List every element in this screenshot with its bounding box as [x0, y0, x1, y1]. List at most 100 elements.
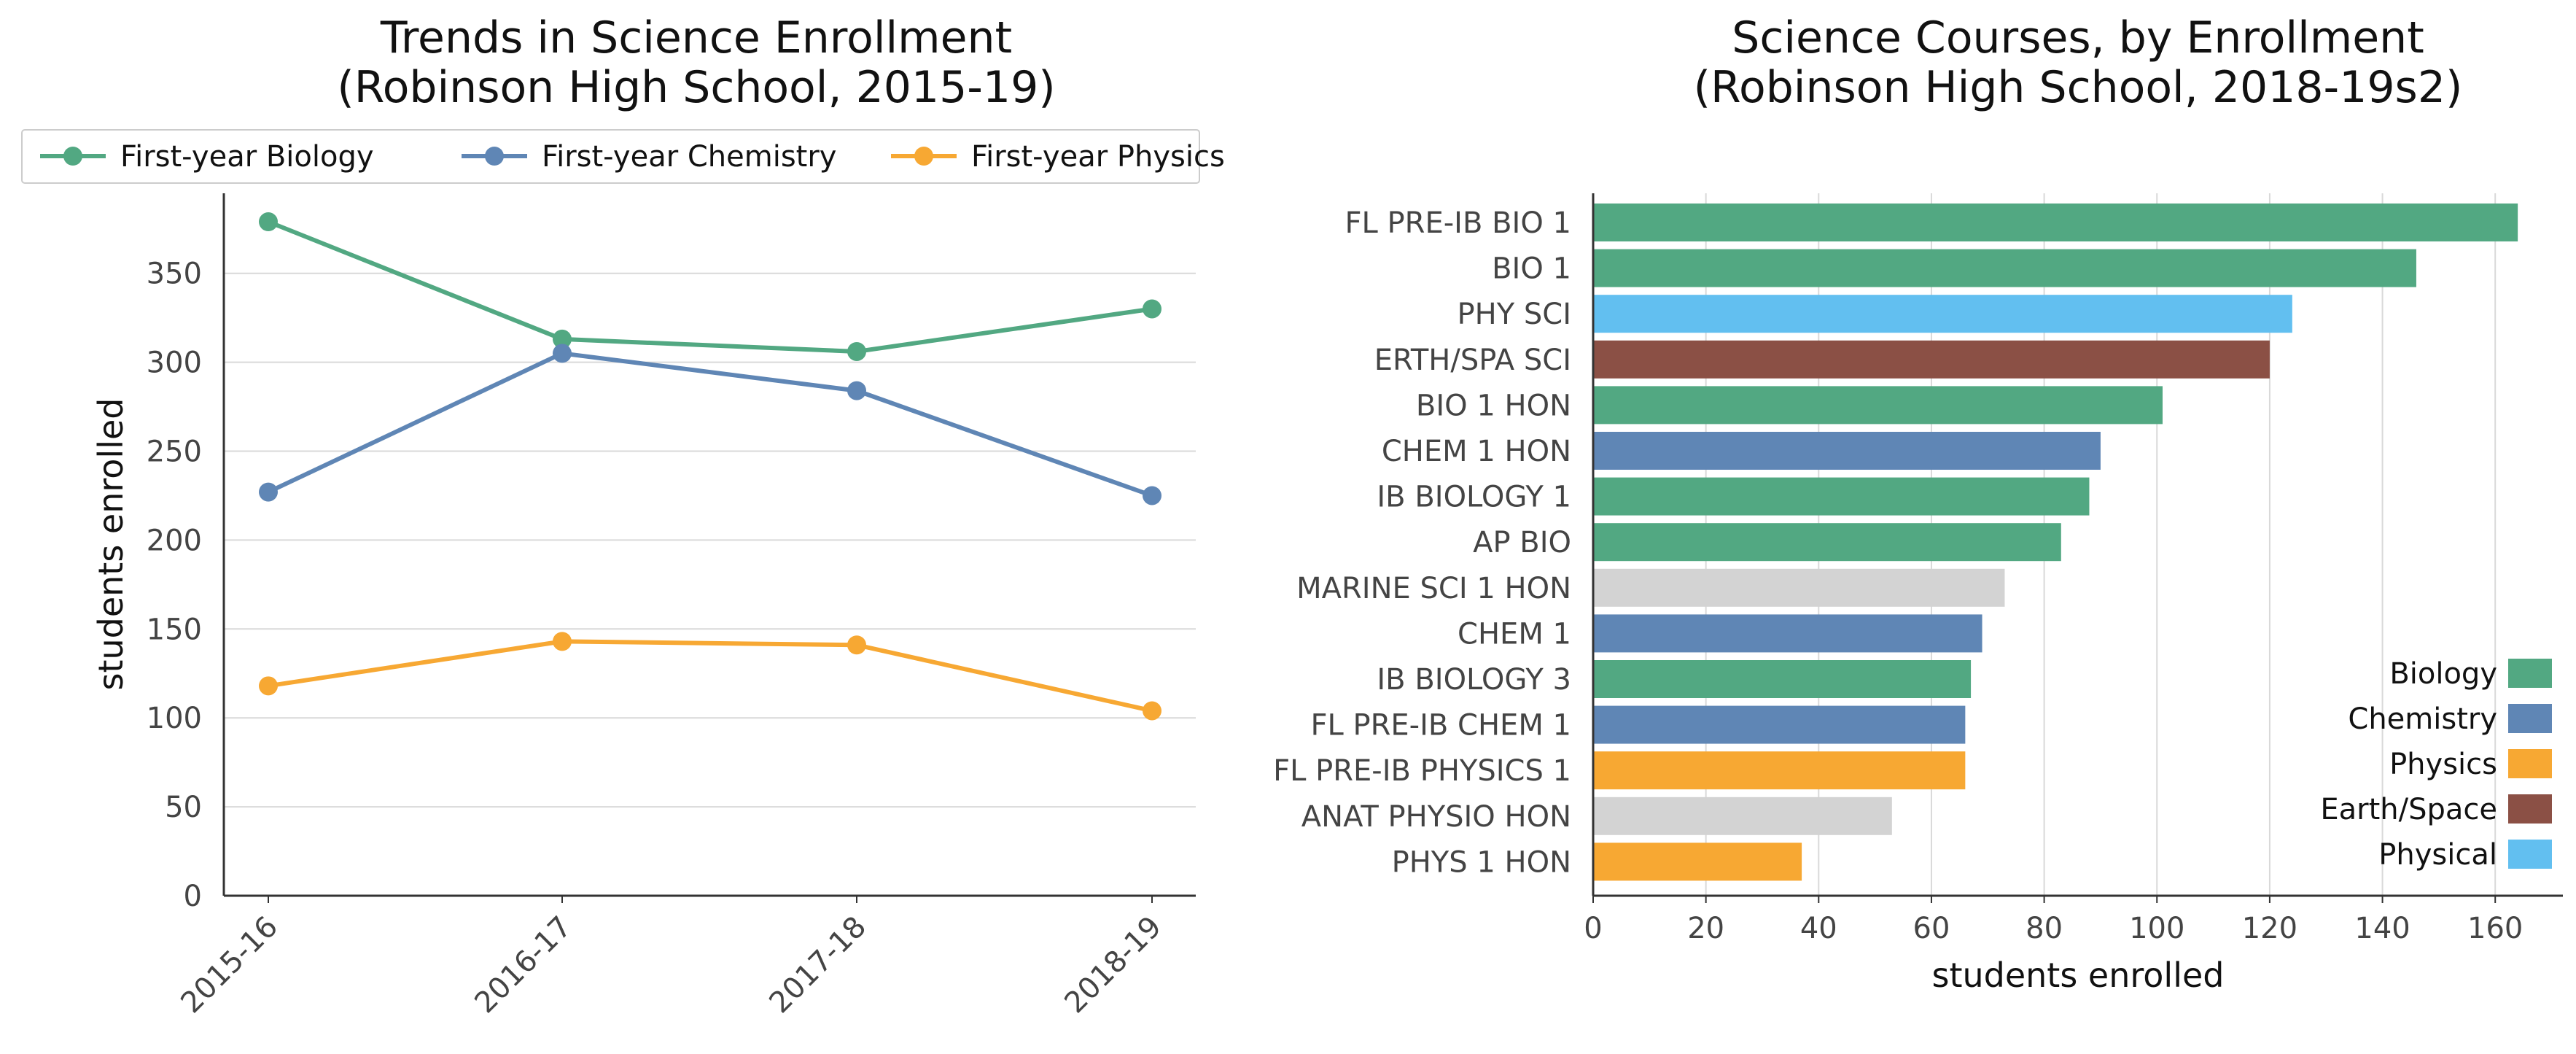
- bar: [1593, 751, 1966, 790]
- x-tick-label: 0: [1584, 912, 1602, 945]
- line-chart-gridlines: [224, 272, 1196, 808]
- y-tick-label: 50: [165, 791, 202, 824]
- line-chart-legend: First-year Biology First-year Chemistry Fi…: [21, 129, 1225, 184]
- y-tick-label: 350: [147, 257, 202, 291]
- legend-label: Biology: [2389, 657, 2497, 691]
- category-label: CHEM 1: [1458, 617, 1571, 651]
- y-tick-label: 250: [147, 435, 202, 469]
- x-tick-label: 2017-18: [763, 910, 873, 1020]
- category-label: ERTH/SPA SCI: [1374, 344, 1571, 377]
- data-point: [259, 212, 278, 232]
- x-tick-label: 20: [1687, 912, 1724, 945]
- bar: [1593, 386, 2163, 425]
- category-label: AP BIO: [1473, 526, 1571, 559]
- line-chart-y-ticks: 0 50 100 150 200 250 300 350: [147, 257, 202, 913]
- category-label: PHY SCI: [1458, 298, 1571, 331]
- bar: [1593, 842, 1802, 881]
- data-point: [259, 676, 278, 696]
- bar-chart-title-line-1: Science Courses, by Enrollment: [1732, 12, 2424, 63]
- bar: [1593, 295, 2292, 333]
- data-point: [259, 482, 278, 502]
- legend-marker: [914, 147, 933, 166]
- x-tick-label: 160: [2467, 912, 2523, 945]
- category-label: FL PRE-IB CHEM 1: [1310, 709, 1571, 743]
- bar: [1593, 249, 2416, 287]
- legend-label: First-year Biology: [120, 140, 374, 174]
- bar: [1593, 705, 1966, 744]
- category-label: BIO 1 HON: [1416, 389, 1571, 422]
- bar: [1593, 204, 2518, 241]
- series-first-year-chemistry: [259, 344, 1161, 505]
- category-label: MARINE SCI 1 HON: [1296, 572, 1571, 605]
- line-chart-y-axis-label: students enrolled: [91, 398, 131, 691]
- legend-swatch: [2508, 840, 2552, 869]
- series-line: [267, 351, 1153, 498]
- x-tick-label: 140: [2354, 912, 2410, 945]
- legend-label: First-year Chemistry: [542, 140, 836, 174]
- category-label: ANAT PHYSIO HON: [1301, 800, 1571, 834]
- legend-label: Earth/Space: [2320, 793, 2497, 826]
- bar: [1593, 340, 2270, 379]
- x-tick-label: 100: [2129, 912, 2184, 945]
- category-label: IB BIOLOGY 1: [1377, 481, 1571, 514]
- category-label: PHYS 1 HON: [1392, 845, 1571, 879]
- data-point: [1143, 486, 1161, 505]
- legend-swatch: [2508, 659, 2552, 688]
- y-tick-label: 0: [184, 880, 202, 913]
- bar: [1593, 477, 2090, 516]
- series-line: [268, 639, 1153, 713]
- line-chart: Trends in Science Enrollment (Robinson H…: [21, 12, 1225, 1020]
- legend-swatch: [2508, 704, 2552, 733]
- data-point: [553, 329, 572, 349]
- legend-label: First-year Physics: [971, 140, 1225, 174]
- series-first-year-physics: [259, 632, 1161, 721]
- legend-label: Physics: [2389, 748, 2497, 781]
- category-label: FL PRE-IB BIO 1: [1345, 206, 1571, 240]
- x-tick-label: 2018-19: [1058, 910, 1168, 1020]
- legend-marker: [485, 147, 504, 166]
- data-point: [1143, 701, 1161, 721]
- bar-chart-x-ticks: 0 20 40 60 80 100 120 140 160: [1584, 896, 2523, 945]
- x-tick-label: 2015-16: [174, 910, 284, 1020]
- y-tick-label: 300: [147, 346, 202, 380]
- series-line: [267, 220, 1153, 354]
- category-label: IB BIOLOGY 3: [1377, 663, 1571, 697]
- bar-chart-bars: [1593, 204, 2518, 881]
- y-tick-label: 150: [147, 613, 202, 646]
- x-tick-label: 60: [1913, 912, 1950, 945]
- y-tick-label: 100: [147, 702, 202, 735]
- line-chart-x-ticks: 2015-16 2016-17 2017-18 2018-19: [174, 896, 1168, 1020]
- category-label: CHEM 1 HON: [1382, 435, 1571, 468]
- data-point: [847, 635, 866, 655]
- data-point: [1143, 299, 1161, 319]
- bar-chart-legend: Biology Chemistry Physics Earth/Space Physic…: [2320, 657, 2552, 872]
- legend-label: Chemistry: [2348, 702, 2497, 736]
- bar-chart-category-labels: FL PRE-IB BIO 1 BIO 1 PHY SCI ERTH/SPA SCI B…: [1273, 206, 1571, 879]
- line-chart-title-line-2: (Robinson High School, 2015-19): [337, 62, 1055, 113]
- category-label: BIO 1: [1492, 252, 1571, 286]
- x-tick-label: 2016-17: [468, 910, 578, 1020]
- series-first-year-biology: [259, 212, 1161, 361]
- x-tick-label: 120: [2242, 912, 2297, 945]
- bar-chart-title-line-2: (Robinson High School, 2018-19s2): [1694, 62, 2463, 113]
- bar: [1593, 797, 1892, 835]
- data-point: [553, 344, 572, 363]
- data-point: [847, 341, 866, 361]
- y-tick-label: 200: [147, 524, 202, 557]
- legend-label: Physical: [2378, 838, 2497, 872]
- bar: [1593, 432, 2101, 470]
- x-tick-label: 80: [2026, 912, 2063, 945]
- legend-swatch: [2508, 794, 2552, 824]
- bar: [1593, 660, 1972, 698]
- bar-chart-x-axis-label: students enrolled: [1932, 956, 2225, 995]
- data-point: [553, 632, 572, 651]
- legend-swatch: [2508, 749, 2552, 778]
- bar: [1593, 614, 1982, 653]
- line-chart-title-line-1: Trends in Science Enrollment: [380, 12, 1012, 63]
- x-tick-label: 40: [1800, 912, 1837, 945]
- bar: [1593, 523, 2061, 562]
- bar-chart: Science Courses, by Enrollment (Robinson…: [1273, 12, 2563, 995]
- legend-marker: [63, 147, 82, 166]
- bar: [1593, 568, 2005, 607]
